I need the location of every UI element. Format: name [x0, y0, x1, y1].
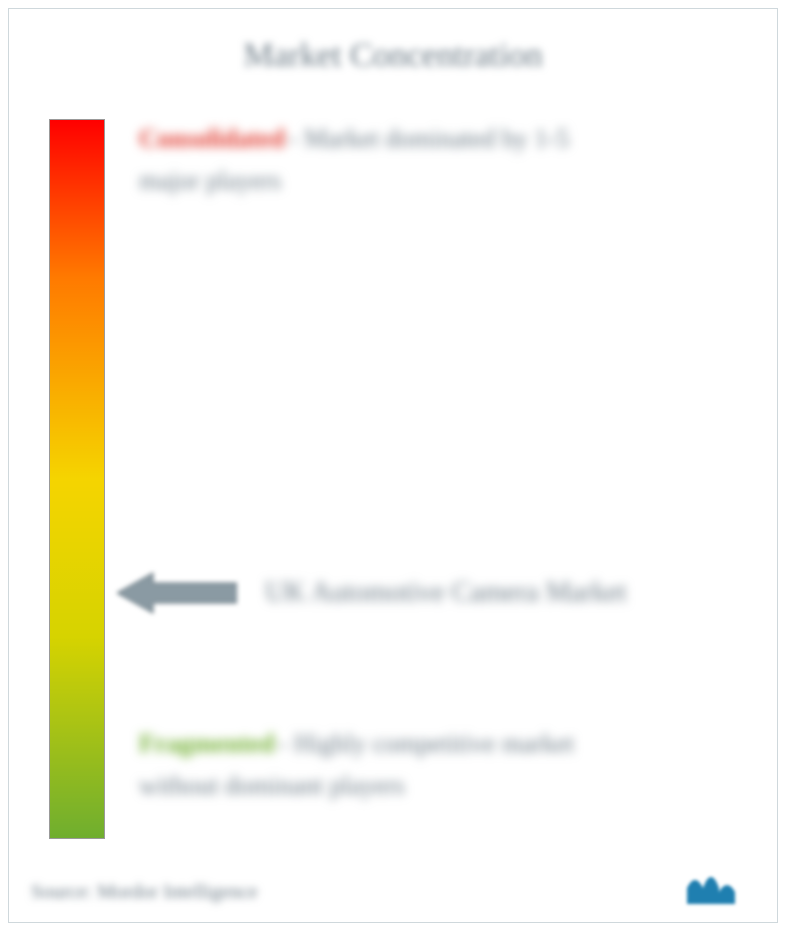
- infographic-card: Market Concentration Consolidated - Mark…: [8, 8, 778, 923]
- arrow-left-icon: [117, 569, 237, 617]
- fragmented-description: Fragmented - Highly competitive market w…: [139, 729, 729, 801]
- brand-logo-icon: [685, 864, 755, 908]
- market-label: UK Automotive Camera Market: [265, 577, 627, 609]
- chart-title: Market Concentration: [9, 9, 777, 75]
- source-attribution: Source: Mordor Intelligence: [31, 881, 258, 904]
- fragmented-lead: Fragmented: [139, 729, 275, 758]
- market-position-marker: UK Automotive Camera Market: [117, 569, 627, 617]
- consolidated-description: Consolidated - Market dominated by 1-5 m…: [139, 124, 719, 196]
- consolidated-rest: - Market dominated by 1-5: [289, 124, 569, 153]
- concentration-gradient-bar: [49, 119, 105, 839]
- consolidated-line2: major players: [139, 166, 719, 196]
- consolidated-lead: Consolidated: [139, 124, 285, 153]
- fragmented-rest: - Highly competitive market: [279, 729, 574, 758]
- fragmented-line2: without dominant players: [139, 771, 729, 801]
